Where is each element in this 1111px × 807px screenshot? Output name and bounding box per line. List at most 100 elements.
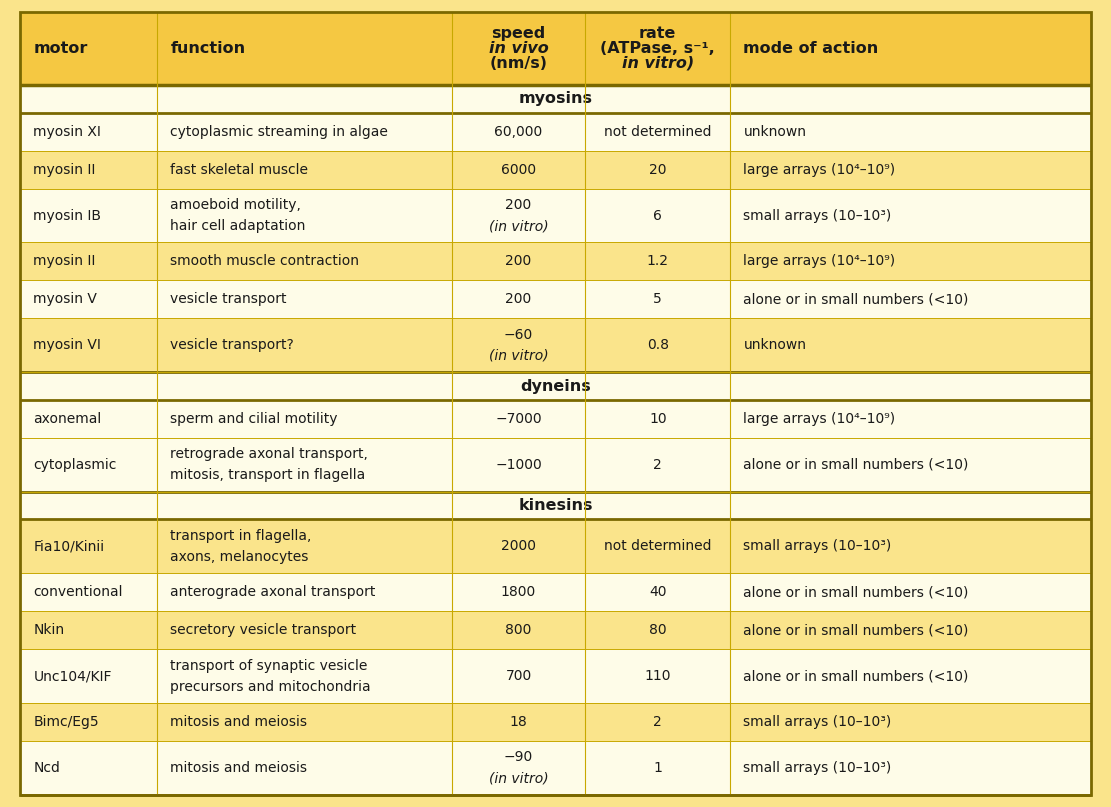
Text: 60,000: 60,000 [494, 124, 542, 139]
Text: 10: 10 [649, 412, 667, 426]
Bar [20, 573, 1091, 611]
Text: mitosis and meiosis: mitosis and meiosis [170, 761, 308, 775]
Text: (nm/s): (nm/s) [490, 56, 548, 70]
Text: mitosis and meiosis: mitosis and meiosis [170, 715, 308, 729]
Text: unknown: unknown [743, 124, 807, 139]
Text: (ATPase, s⁻¹,: (ATPase, s⁻¹, [600, 41, 715, 56]
Text: 20: 20 [649, 163, 667, 177]
Bar [20, 400, 1091, 438]
Text: myosin V: myosin V [33, 292, 97, 307]
Text: secretory vesicle transport: secretory vesicle transport [170, 623, 357, 638]
Bar [20, 189, 1091, 242]
Text: alone or in small numbers (<10): alone or in small numbers (<10) [743, 669, 969, 684]
Text: myosin II: myosin II [33, 163, 96, 177]
Text: 1: 1 [653, 761, 662, 775]
Bar [20, 438, 1091, 491]
Text: Bimc/Eg5: Bimc/Eg5 [33, 715, 99, 729]
Text: not determined: not determined [604, 124, 711, 139]
Text: not determined: not determined [604, 539, 711, 554]
Text: small arrays (10–10³): small arrays (10–10³) [743, 715, 892, 729]
Text: transport of synaptic vesicle: transport of synaptic vesicle [170, 659, 368, 673]
Text: 6000: 6000 [501, 163, 537, 177]
Bar [20, 280, 1091, 319]
Text: function: function [170, 41, 246, 56]
Text: −7000: −7000 [496, 412, 542, 426]
Text: −90: −90 [504, 751, 533, 764]
Text: myosins: myosins [519, 91, 592, 107]
Text: in vitro): in vitro) [622, 56, 694, 70]
Bar [20, 650, 1091, 703]
Text: smooth muscle contraction: smooth muscle contraction [170, 254, 360, 269]
Text: axonemal: axonemal [33, 412, 101, 426]
Bar [20, 151, 1091, 189]
Bar [20, 372, 1091, 400]
Bar [20, 85, 1091, 113]
Text: cytoplasmic: cytoplasmic [33, 458, 117, 472]
Text: Ncd: Ncd [33, 761, 60, 775]
Bar [20, 611, 1091, 650]
Bar [20, 703, 1091, 741]
Text: anterograde axonal transport: anterograde axonal transport [170, 585, 376, 600]
Text: alone or in small numbers (<10): alone or in small numbers (<10) [743, 623, 969, 638]
Bar [20, 741, 1091, 795]
Text: 200: 200 [506, 254, 532, 269]
Text: small arrays (10–10³): small arrays (10–10³) [743, 761, 892, 775]
Text: vesicle transport: vesicle transport [170, 292, 287, 307]
Text: small arrays (10–10³): small arrays (10–10³) [743, 208, 892, 223]
Text: mode of action: mode of action [743, 41, 879, 56]
Bar [20, 12, 1091, 85]
Text: −1000: −1000 [496, 458, 542, 472]
Text: vesicle transport?: vesicle transport? [170, 338, 294, 353]
Text: 1.2: 1.2 [647, 254, 669, 269]
Text: Fia10/Kinii: Fia10/Kinii [33, 539, 104, 554]
Text: Unc104/KIF: Unc104/KIF [33, 669, 112, 684]
Text: hair cell adaptation: hair cell adaptation [170, 219, 306, 233]
Text: −60: −60 [504, 328, 533, 342]
Bar [20, 319, 1091, 372]
Text: (in vitro): (in vitro) [489, 771, 549, 785]
Text: 5: 5 [653, 292, 662, 307]
Bar [20, 491, 1091, 520]
Text: myosin XI: myosin XI [33, 124, 101, 139]
Text: 2: 2 [653, 715, 662, 729]
Text: 6: 6 [653, 208, 662, 223]
Text: 200: 200 [506, 292, 532, 307]
Text: transport in flagella,: transport in flagella, [170, 529, 312, 543]
Text: amoeboid motility,: amoeboid motility, [170, 198, 301, 212]
Text: 40: 40 [649, 585, 667, 600]
Text: axons, melanocytes: axons, melanocytes [170, 550, 309, 564]
Bar [20, 520, 1091, 573]
Text: alone or in small numbers (<10): alone or in small numbers (<10) [743, 292, 969, 307]
Bar [20, 113, 1091, 151]
Text: speed: speed [491, 27, 546, 41]
Text: small arrays (10–10³): small arrays (10–10³) [743, 539, 892, 554]
Text: in vivo: in vivo [489, 41, 549, 56]
Text: 2: 2 [653, 458, 662, 472]
Text: rate: rate [639, 27, 677, 41]
Text: myosin II: myosin II [33, 254, 96, 269]
Text: 18: 18 [510, 715, 528, 729]
Bar [20, 242, 1091, 280]
Text: large arrays (10⁴–10⁹): large arrays (10⁴–10⁹) [743, 412, 895, 426]
Text: 110: 110 [644, 669, 671, 684]
Text: 1800: 1800 [501, 585, 537, 600]
Text: 800: 800 [506, 623, 532, 638]
Text: 700: 700 [506, 669, 532, 684]
Text: 200: 200 [506, 198, 532, 212]
Text: sperm and cilial motility: sperm and cilial motility [170, 412, 338, 426]
Text: alone or in small numbers (<10): alone or in small numbers (<10) [743, 458, 969, 472]
Text: retrograde axonal transport,: retrograde axonal transport, [170, 447, 368, 462]
Text: (in vitro): (in vitro) [489, 349, 549, 363]
Text: conventional: conventional [33, 585, 123, 600]
Text: Nkin: Nkin [33, 623, 64, 638]
Text: myosin VI: myosin VI [33, 338, 101, 353]
Text: cytoplasmic streaming in algae: cytoplasmic streaming in algae [170, 124, 388, 139]
Text: kinesins: kinesins [518, 498, 593, 513]
Text: myosin IB: myosin IB [33, 208, 101, 223]
Text: motor: motor [33, 41, 88, 56]
Text: fast skeletal muscle: fast skeletal muscle [170, 163, 309, 177]
Text: alone or in small numbers (<10): alone or in small numbers (<10) [743, 585, 969, 600]
Text: 0.8: 0.8 [647, 338, 669, 353]
Text: 80: 80 [649, 623, 667, 638]
Text: precursors and mitochondria: precursors and mitochondria [170, 679, 371, 694]
